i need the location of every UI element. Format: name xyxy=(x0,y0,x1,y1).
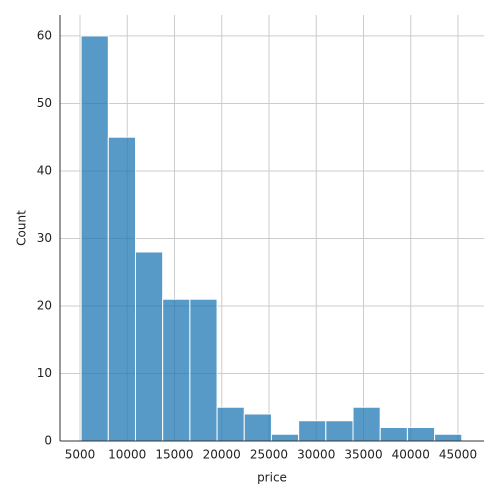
x-tick-label: 45000 xyxy=(439,448,477,462)
x-tick-label: 40000 xyxy=(392,448,430,462)
bar xyxy=(162,298,191,442)
x-tick-label: 20000 xyxy=(203,448,241,462)
bar xyxy=(379,426,408,442)
x-tick-label: 5000 xyxy=(65,448,96,462)
x-tick-label: 30000 xyxy=(297,448,335,462)
y-tick-label: 10 xyxy=(37,366,52,380)
bar xyxy=(298,420,327,442)
bar xyxy=(189,298,218,442)
bar xyxy=(434,433,463,442)
y-tick-label: 30 xyxy=(37,231,52,245)
y-tick-label: 20 xyxy=(37,298,52,312)
bar xyxy=(406,426,436,442)
x-tick-label: 35000 xyxy=(344,448,382,462)
x-tick-label: 10000 xyxy=(108,448,146,462)
y-tick-label: 60 xyxy=(37,28,52,42)
bar xyxy=(270,433,300,442)
x-tick-label: 15000 xyxy=(155,448,193,462)
y-tick-label: 50 xyxy=(37,96,52,110)
y-axis-label: Count xyxy=(15,210,29,246)
bar xyxy=(134,251,164,442)
bar xyxy=(216,406,245,442)
x-axis-label: price xyxy=(257,471,287,485)
x-tick-label: 25000 xyxy=(250,448,288,462)
bar xyxy=(243,413,272,442)
y-tick-label: 0 xyxy=(44,434,52,448)
bar xyxy=(107,136,136,442)
bar xyxy=(80,35,109,442)
bar xyxy=(325,420,354,442)
y-tick-label: 40 xyxy=(37,163,52,177)
bar xyxy=(352,406,381,442)
